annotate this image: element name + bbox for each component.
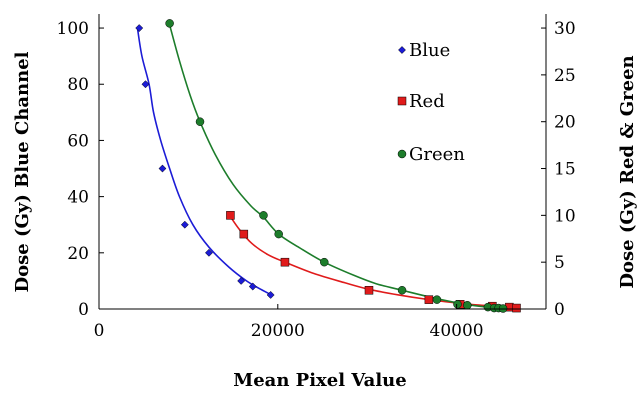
legend-red-label: Red [409,91,445,112]
green-data-point [397,286,407,295]
green-data-point [274,229,283,239]
green-data-point [195,117,205,126]
y-left-tick-label: 0 [78,300,89,320]
green-data-point [259,211,268,220]
axis-ticks: 0 20000 40000 0 20 40 60 80 100 0 5 10 15 20 25 30 [57,19,576,341]
green-fit-curve [167,21,505,310]
red-data-point [424,295,434,304]
blue-fit-curve [136,27,272,296]
red-data-point [226,211,235,220]
green-data-point [453,300,462,309]
legend-red-marker [397,96,407,106]
y-right-tick-label: 25 [554,66,576,86]
y-right-tick-label: 20 [554,113,576,133]
red-data-point [512,303,521,313]
x-tick-label: 0 [94,321,105,341]
green-data-point [463,301,472,310]
blue-data-point [237,276,246,285]
x-axis-title: Mean Pixel Value [233,370,406,391]
y-right-tick-label: 0 [554,300,565,320]
red-data-point [280,257,290,267]
fit-curves [136,21,517,310]
legend-green-label: Green [409,144,465,165]
blue-data-point [135,24,144,33]
y-left-tick-label: 20 [67,244,89,264]
legend-blue-marker [398,46,406,54]
green-data-point [320,257,329,267]
data-markers [135,19,521,313]
green-data-point [165,19,174,28]
red-data-point [364,286,374,295]
legend: Blue Red Green [397,40,465,165]
plot-frame [98,14,547,310]
axis-labels: Mean Pixel Value Dose (Gy) Blue Channel … [12,51,638,391]
y-axis-right-title: Dose (Gy) Red & Green [617,55,638,288]
y-right-tick-label: 30 [554,19,576,39]
blue-data-point [205,248,213,257]
blue-data-point [180,220,189,229]
blue-data-point [158,164,167,173]
y-left-tick-label: 40 [67,188,89,208]
y-right-tick-label: 10 [554,206,576,226]
y-axis-left-title: Dose (Gy) Blue Channel [12,51,33,292]
blue-data-point [141,80,150,89]
y-right-tick-label: 5 [554,253,565,273]
y-right-tick-label: 15 [554,160,576,180]
y-left-tick-label: 80 [67,75,89,95]
y-left-tick-label: 100 [57,19,89,39]
x-tick-label: 20000 [251,321,305,341]
blue-data-point [248,282,257,291]
legend-green-marker [397,149,407,159]
y-left-tick-label: 60 [67,131,89,151]
green-data-point [432,295,442,304]
red-data-point [239,229,249,239]
blue-data-point [266,290,275,299]
x-tick-label: 40000 [430,321,484,341]
legend-blue-label: Blue [409,40,450,61]
